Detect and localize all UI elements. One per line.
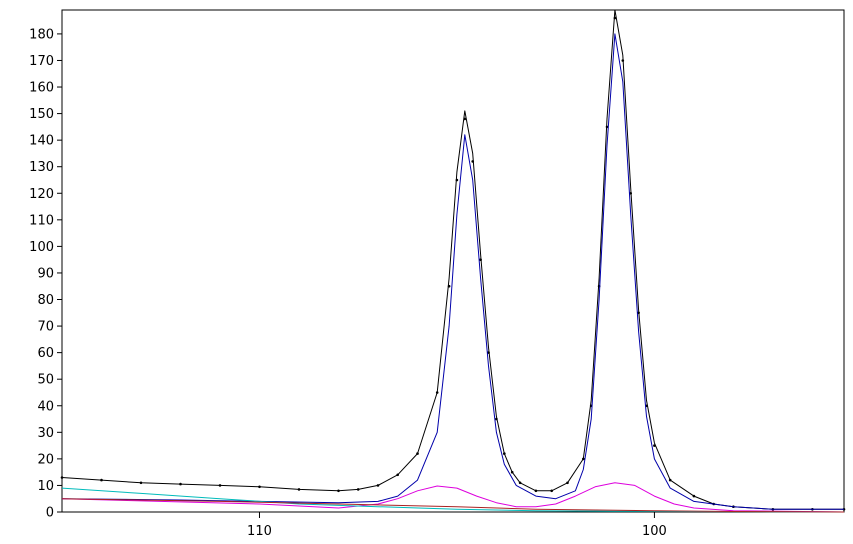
y-tick-label: 180 [29,27,54,42]
y-tick-label: 90 [37,266,54,281]
y-tick-label: 50 [37,373,54,388]
y-tick-label: 130 [29,160,54,175]
series-1-line [61,9,844,510]
y-tick-label: 160 [29,81,54,96]
plot-frame-group [61,9,845,513]
y-tick-label: 170 [29,54,54,69]
series-2-line [61,33,844,510]
x-tick-label: 100 [642,524,667,539]
y-tick-label: 70 [37,320,54,335]
x-tick-label: 110 [247,524,272,539]
y-tick-label: 20 [37,452,54,467]
y-tick-label: 110 [29,213,54,228]
series-group [60,9,846,513]
y-tick-label: 100 [29,240,54,255]
y-tick-label: 40 [37,399,54,414]
y-tick-label: 30 [37,426,54,441]
y-tick-label: 0 [46,506,54,521]
y-tick-label: 150 [29,107,54,122]
y-tick-label: 120 [29,187,54,202]
y-tick-label: 140 [29,134,54,149]
plot-area-frame [61,9,845,513]
y-tick-label: 60 [37,346,54,361]
y-tick-label: 80 [37,293,54,308]
axes-group: 0 10 20 30 40 50 60 70 80 90 100 110 120 130 140 150 160… [29,27,667,539]
y-tick-label: 10 [37,479,54,494]
series-3-line [61,482,845,513]
series-5-line [61,498,845,513]
